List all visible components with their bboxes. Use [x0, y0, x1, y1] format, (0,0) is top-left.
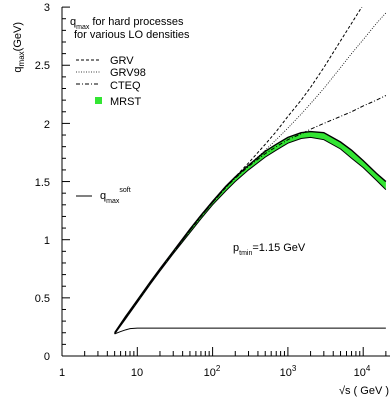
- legend-label-cteq: CTEQ: [110, 80, 141, 92]
- y-axis-label: qmax(GeV): [12, 22, 26, 73]
- legend: GRV GRV98 CTEQ MRST: [76, 55, 146, 108]
- y-tick-label: 1.5: [35, 177, 50, 189]
- series-mrst-lower-edge: [114, 136, 387, 335]
- y-tick-label: 3: [44, 2, 50, 14]
- y-tick-label: 0: [44, 351, 50, 363]
- y-tick-labels: 0 0.5 1 1.5 2 2.5 3: [35, 2, 50, 363]
- soft-legend: qmaxsoft: [76, 187, 131, 205]
- series-mrst-upper-edge: [114, 130, 387, 334]
- x-tick-labels: 1 10 102 103 104: [59, 364, 371, 379]
- y-tick-label: 2.5: [35, 60, 50, 72]
- legend-label-grv: GRV: [110, 55, 134, 67]
- x-tick-label: 103: [280, 364, 297, 379]
- y-minor-ticks: [62, 6, 70, 357]
- legend-swatch-mrst: [95, 97, 102, 104]
- y-tick-label: 1: [44, 235, 50, 247]
- series-soft-line: [114, 327, 386, 335]
- y-tick-label: 2: [44, 119, 50, 131]
- soft-legend-label: qmaxsoft: [100, 187, 131, 205]
- series-grv-line: [114, 7, 363, 335]
- x-tick-label: 10: [131, 367, 143, 379]
- ptmin-annotation: ptmin=1.15 GeV: [233, 242, 306, 257]
- series-mrst-band: [114, 131, 386, 334]
- legend-label-grv98: GRV98: [110, 67, 146, 79]
- x-minor-ticks: [61, 347, 387, 356]
- legend-title-line2: for various LO densities: [74, 29, 190, 41]
- series-grv98-line: [114, 12, 387, 335]
- x-tick-label: 104: [354, 364, 371, 379]
- x-tick-label: 102: [204, 364, 221, 379]
- legend-title-line1: qmax for hard processes: [70, 16, 184, 31]
- series-cteq-line: [114, 95, 387, 335]
- x-tick-label: 1: [59, 367, 65, 379]
- x-axis-label: √s ( GeV ): [339, 385, 389, 397]
- legend-label-mrst: MRST: [110, 96, 141, 108]
- legend-title: qmax for hard processes for various LO de…: [70, 16, 190, 41]
- y-tick-label: 0.5: [35, 293, 50, 305]
